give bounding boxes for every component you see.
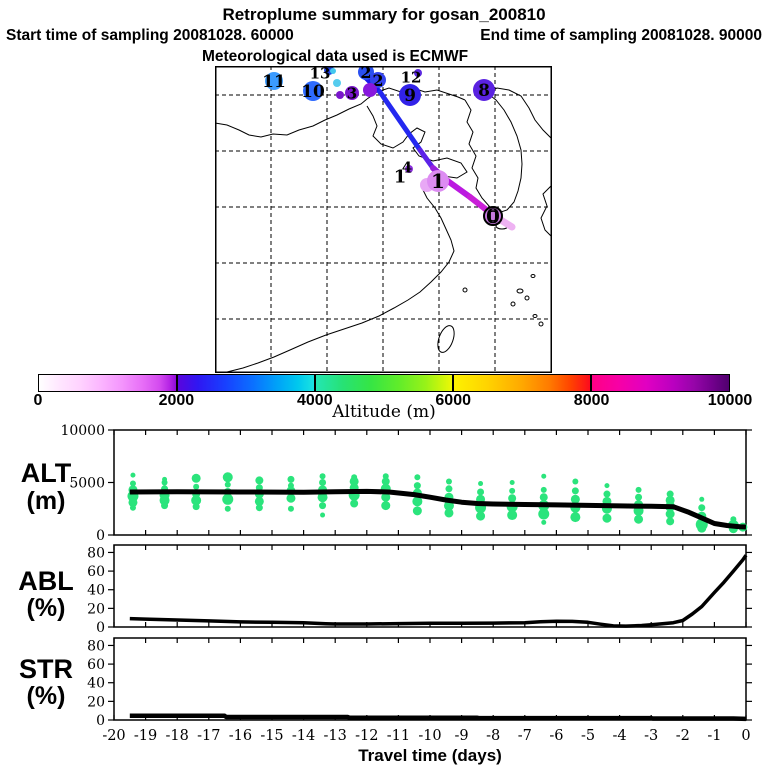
y-tick-label: 0	[96, 713, 105, 729]
colorbar-tick-label: 2000	[158, 392, 195, 409]
x-tick-label: -15	[260, 728, 283, 744]
mean-alt-line	[129, 488, 747, 530]
x-tick-label: -16	[229, 728, 252, 744]
panel-name-alt: ALT	[21, 458, 72, 488]
x-tick-label: -11	[387, 728, 410, 744]
panel-unit-str: (%)	[27, 682, 66, 710]
y-tick-label: 20	[87, 601, 105, 617]
x-tick-label: -10	[418, 728, 441, 744]
x-tick-label: -5	[581, 728, 595, 744]
cluster-marker-dot	[405, 165, 413, 173]
panel-unit-alt: (m)	[27, 487, 66, 515]
cluster-marker-dot	[399, 84, 421, 106]
x-tick-label: -2	[676, 728, 690, 744]
cluster-marker-dot	[358, 66, 374, 80]
x-tick-label: -7	[518, 728, 532, 744]
met-data-label: Meteorological data used is ECMWF	[201, 48, 469, 65]
mean-str-line	[129, 713, 747, 722]
panel-name-str: STR	[19, 654, 73, 684]
cluster-marker-dot	[330, 68, 336, 74]
x-tick-label: -3	[644, 728, 658, 744]
y-tick-label: 20	[87, 694, 105, 710]
page-title: Retroplume summary for gosan_200810	[222, 5, 546, 24]
cluster-marker-dot	[303, 81, 323, 101]
colorbar-divider	[176, 375, 178, 391]
x-tick-label: 0	[741, 728, 750, 744]
timeseries-charts: 0500010000ALT(m)020406080ABL(%)020406080…	[18, 423, 752, 765]
y-tick-label: 5000	[69, 476, 105, 492]
cluster-marker-dot	[473, 79, 495, 101]
cluster-marker-dot	[483, 206, 503, 226]
cluster-marker-label: 0	[486, 204, 500, 228]
start-time-label: Start time of sampling 20081028. 60000	[6, 27, 294, 44]
y-tick-label: 40	[87, 583, 105, 599]
cluster-marker-label: 2	[372, 71, 383, 90]
cluster-marker-dot	[414, 69, 422, 77]
colorbar-title: Altitude (m)	[332, 402, 436, 422]
x-tick-label: -9	[455, 728, 469, 744]
mean-abl-line	[129, 554, 748, 628]
colorbar-divider	[452, 375, 454, 391]
colorbar-tick-label: 10000	[707, 392, 753, 409]
y-tick-label: 10000	[60, 423, 105, 439]
x-tick-label: -19	[134, 728, 157, 744]
x-tick-label: -4	[613, 728, 627, 744]
cluster-marker-label: 2	[360, 66, 371, 82]
y-tick-label: 60	[87, 564, 105, 580]
panel-name-abl: ABL	[18, 566, 74, 596]
colorbar-divider	[590, 375, 592, 391]
cluster-marker-dot	[345, 86, 359, 100]
colorbar-tick-label: 8000	[573, 392, 610, 409]
x-tick-label: -6	[549, 728, 563, 744]
coastlines	[215, 87, 552, 373]
cluster-marker-label: 4	[402, 158, 412, 176]
x-tick-label: -1	[707, 728, 721, 744]
cluster-marker-dot	[336, 91, 344, 99]
cluster-marker-label: 1	[394, 166, 407, 187]
cluster-marker-dot	[265, 72, 283, 90]
x-tick-label: -20	[102, 728, 125, 744]
colorbar-tick-label: 6000	[435, 392, 471, 409]
colorbar-tick-label: 4000	[297, 392, 333, 409]
x-tick-label: -14	[292, 728, 315, 744]
panel-unit-abl: (%)	[27, 594, 66, 622]
y-tick-label: 0	[96, 620, 105, 636]
x-tick-label: -17	[197, 728, 220, 744]
panel-str: 0 20 40 60 80 STR(%)	[19, 637, 752, 729]
cluster-marker-label: 3	[347, 84, 357, 102]
plume-particle-scatter	[127, 472, 748, 534]
y-tick-label: 0	[96, 528, 105, 544]
cluster-marker-label: 9	[404, 86, 416, 106]
sampling-times-row: Start time of sampling 20081028. 60000 E…	[0, 27, 768, 45]
colorbar-tick-label: 0	[33, 392, 43, 409]
cluster-marker-label: 13	[310, 66, 331, 82]
y-tick-label: 60	[87, 657, 105, 673]
cluster-marker-label: 12	[401, 68, 422, 86]
y-tick-label: 80	[87, 545, 105, 561]
cluster-marker-dot	[363, 83, 377, 97]
colorbar-divider	[314, 375, 316, 391]
x-tick-label: -13	[324, 728, 347, 744]
panel-abl: 0 20 40 60 80 ABL(%)	[18, 544, 752, 636]
cluster-marker-label: 10	[301, 82, 325, 102]
x-tick-label: -12	[355, 728, 378, 744]
y-tick-label: 40	[87, 676, 105, 692]
end-time-label: End time of sampling 20081028. 90000	[480, 27, 762, 44]
met-data-row: Meteorological data used is ECMWF	[10, 48, 660, 66]
cluster-marker-dot	[333, 79, 341, 87]
x-tick-label: -18	[166, 728, 189, 744]
y-tick-label: 80	[87, 638, 105, 654]
x-tick-label: -8	[486, 728, 500, 744]
cluster-marker-dot	[370, 72, 386, 88]
panel-alt: 0 5000 10000 ALT(m)	[21, 423, 752, 544]
x-axis-title: Travel time (days)	[358, 746, 502, 765]
cluster-marker-label: 11	[262, 72, 286, 92]
altitude-colorbar	[38, 374, 730, 392]
cluster-marker-dot	[427, 170, 449, 192]
cluster-marker-label: 8	[478, 81, 490, 101]
cluster-marker-label: 1	[431, 169, 445, 193]
